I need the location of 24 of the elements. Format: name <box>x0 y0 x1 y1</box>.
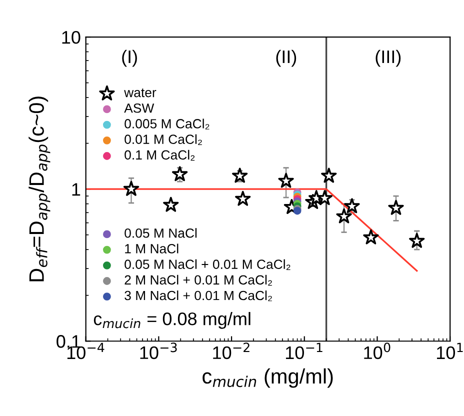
annotation: c$_{mucin}$ = 0.08 mg/ml <box>94 312 250 329</box>
x-tick-label: 10$^{0}$ <box>364 342 390 360</box>
y-tick-label: 10 <box>62 30 80 44</box>
x-axis-title: c$_{mucin}$ (mg/ml) <box>202 368 333 388</box>
y-tick-label: 0.1 <box>56 335 80 348</box>
x-tick-label: 10$^{−2}$ <box>213 342 250 360</box>
legend-label: 1 M NaCl <box>125 244 178 254</box>
legend-label: 0.05 M NaCl <box>124 228 197 238</box>
x-tick-label: 10$^{1}$ <box>437 342 463 360</box>
legend-label: 0.01 M CaCl₂ <box>124 134 202 145</box>
annotation: (II) <box>276 50 296 67</box>
legend-label: 0.005 M CaCl₂ <box>124 118 210 130</box>
x-tick-label: 10$^{−1}$ <box>286 342 322 360</box>
legend-label: 3 M NaCl + 0.01 M CaCl₂ <box>124 290 272 302</box>
y-axis-title: D$_{eff}$=D$_{app}$/D$_{app}$(c~0) <box>28 96 50 282</box>
legend-label: water <box>124 88 156 98</box>
legend-label: 2 M NaCl + 0.01 M CaCl₂ <box>124 274 272 286</box>
y-tick-label: 1 <box>72 183 80 196</box>
legend-label: 0.1 M CaCl₂ <box>124 150 195 161</box>
legend-label: ASW <box>124 103 154 113</box>
annotation: (I) <box>122 50 137 67</box>
legend-label: 0.05 M NaCl + 0.01 M CaCl₂ <box>124 259 290 270</box>
annotation: (III) <box>376 50 401 67</box>
x-tick-label: 10$^{−3}$ <box>140 342 177 360</box>
